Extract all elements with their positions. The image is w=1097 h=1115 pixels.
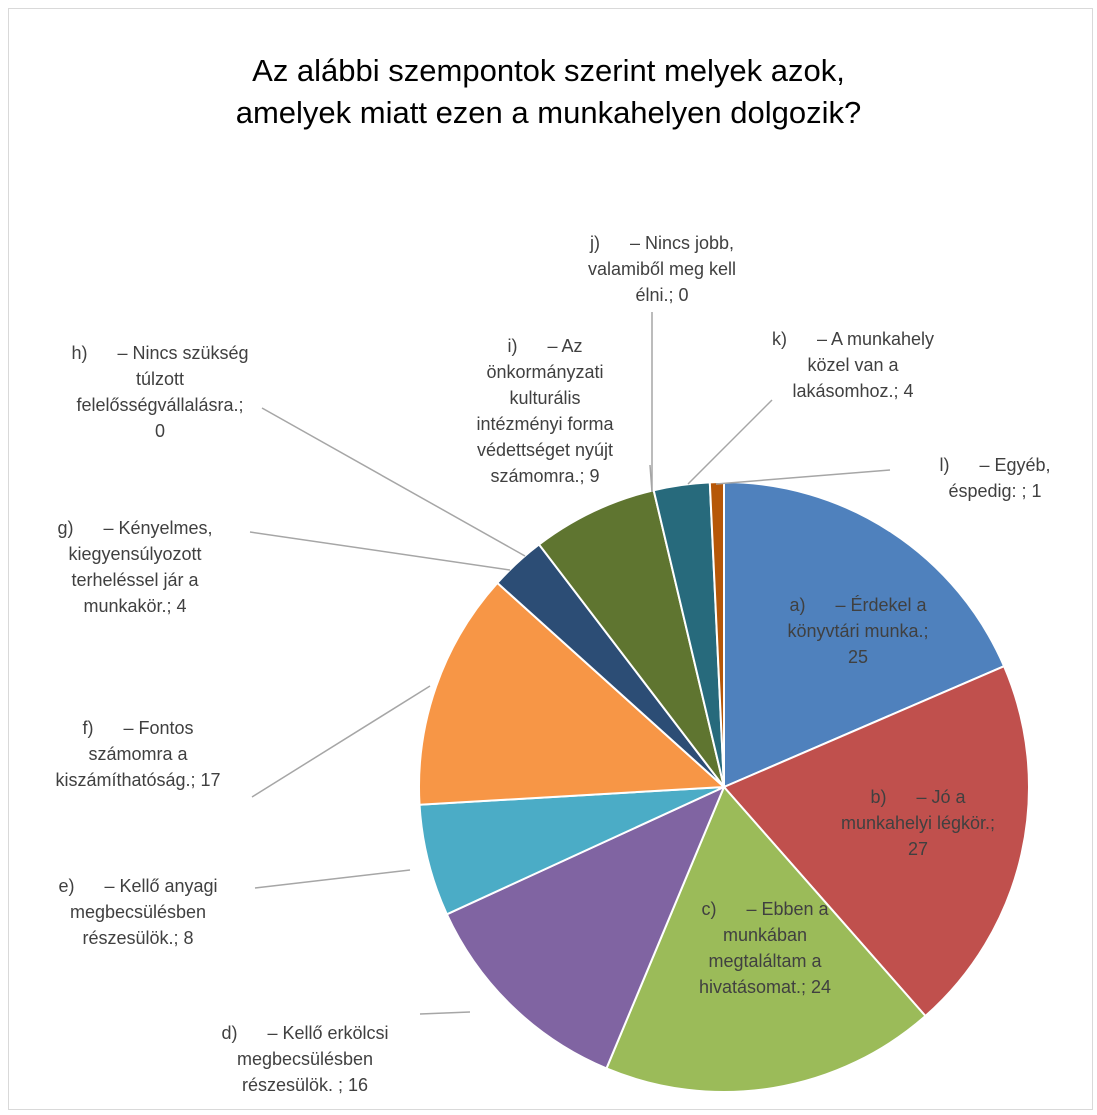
data-label-f: f) – Fontos számomra a kiszámíthatóság.;…: [55, 718, 221, 790]
data-label-c: c) – Ebben a munkában megtaláltam a hiva…: [698, 899, 832, 997]
pie-slice-a: [723, 480, 1006, 789]
leader-line-e: [254, 869, 411, 889]
leader-line-g: [249, 531, 511, 571]
data-label-l: l) – Egyéb, éspedig: ; 1: [939, 455, 1051, 501]
leader-line-l: [715, 469, 891, 485]
data-label-i: i) – Az önkormányzati kulturális intézmé…: [476, 336, 614, 486]
leader-line-k: [687, 399, 773, 485]
leader-line-d: [419, 1011, 471, 1015]
leader-line-h: [261, 407, 526, 557]
data-label-a: a) – Érdekel a könyvtári munka.; 25: [787, 595, 929, 667]
data-label-e: e) – Kellő anyagi megbecsülésben részesü…: [58, 876, 218, 948]
data-label-g: g) – Kényelmes, kiegyensúlyozott terhelé…: [57, 518, 213, 616]
pie-slice-b: [722, 664, 1030, 1018]
pie-slice-c: [605, 785, 927, 1093]
leader-line-f: [251, 685, 431, 798]
pie-slice-l: [708, 480, 725, 788]
chart-title: Az alábbi szempontok szerint melyek azok…: [235, 53, 862, 130]
data-label-h: h) – Nincs szükség túlzott felelősségvál…: [71, 343, 249, 441]
pie-slice-d: [445, 785, 726, 1070]
pie-slice-f: [418, 581, 727, 806]
data-label-d: d) – Kellő erkölcsi megbecsülésben része…: [221, 1023, 389, 1095]
data-label-k: k) – A munkahely közel van a lakásomhoz.…: [771, 329, 935, 401]
data-label-b: b) – Jó a munkahelyi légkör.; 27: [840, 787, 996, 859]
data-label-j: j) – Nincs jobb, valamiből meg kell élni…: [587, 233, 737, 305]
